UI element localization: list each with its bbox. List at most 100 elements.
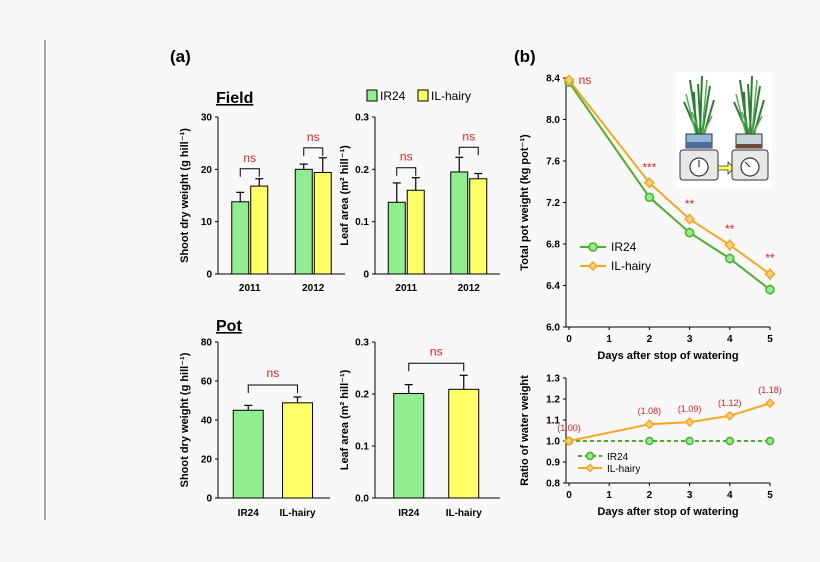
point-il-hairy bbox=[724, 239, 736, 251]
significance-label: ** bbox=[765, 251, 775, 265]
significance-bracket bbox=[396, 167, 417, 176]
y-tick-label: 1.2 bbox=[546, 395, 560, 406]
legend-label-ir24: IR24 bbox=[607, 452, 629, 463]
x-tick-label: 2 bbox=[647, 490, 653, 501]
point-il-hairy bbox=[684, 213, 696, 225]
x-tick-label: 3 bbox=[687, 490, 693, 501]
legend-marker-ilhairy bbox=[587, 260, 599, 272]
point-il-hairy bbox=[643, 177, 655, 189]
significance-label: ns bbox=[462, 129, 475, 143]
y-axis-label: Shoot dry weight (g hill⁻¹) bbox=[179, 128, 191, 263]
chart-field-leaf-area: 0 0.1 0.2 0.3 Leaf area (m² hill⁻¹) ns 2011 ns 2… bbox=[339, 113, 500, 294]
legend-marker-ir24 bbox=[588, 242, 598, 252]
legend-label-ir24: IR24 bbox=[611, 240, 637, 254]
point-il-hairy bbox=[644, 419, 655, 430]
y-tick-label: 6.0 bbox=[546, 323, 560, 334]
legend-label-il-hairy: IL-hairy bbox=[607, 464, 640, 475]
legend-ilhairy-label: IL-hairy bbox=[431, 89, 471, 103]
y-axis-label: Leaf area (m² hill⁻¹) bbox=[339, 369, 351, 470]
y-tick-label: 0.8 bbox=[546, 479, 560, 490]
legend-label-il-hairy: IL-hairy bbox=[611, 259, 651, 273]
y-tick-label: 0.1 bbox=[355, 217, 369, 228]
y-tick-label: 1.1 bbox=[546, 416, 560, 427]
point-il-hairy bbox=[764, 398, 776, 409]
x-tick-label: 2011 bbox=[239, 283, 261, 294]
y-tick-label: 80 bbox=[201, 338, 213, 349]
x-tick-label: 4 bbox=[727, 334, 733, 345]
x-tick-label: 5 bbox=[767, 334, 773, 345]
y-tick-label: 0.2 bbox=[355, 165, 369, 176]
y-tick-label: 6.4 bbox=[546, 281, 560, 292]
legend-field: IR24 IL-hairy bbox=[366, 89, 471, 103]
significance-bracket bbox=[247, 384, 299, 393]
legend-ilhairy-swatch bbox=[417, 89, 429, 102]
significance-label: ** bbox=[685, 197, 695, 211]
x-tick-label: 0 bbox=[566, 490, 572, 501]
chart-pot-shoot-weight: 0 20 40 60 80 Shoot dry weight (g hill⁻¹) IR24… bbox=[179, 338, 330, 519]
significance-label: ** bbox=[725, 222, 735, 236]
x-tick-label: 1 bbox=[606, 334, 612, 345]
y-axis-label: Ratio of water weight bbox=[519, 375, 531, 486]
y-tick-label: 0 bbox=[206, 494, 212, 505]
scale-icon bbox=[731, 149, 769, 181]
x-tick-label: 1 bbox=[606, 490, 612, 501]
x-tick-label: 2012 bbox=[458, 283, 481, 294]
bar-il-hairy bbox=[469, 178, 488, 275]
significance-bracket bbox=[408, 362, 465, 372]
legend-marker-ilhairy bbox=[585, 463, 595, 473]
point-il-hairy bbox=[684, 417, 695, 428]
point-il-hairy bbox=[764, 268, 776, 280]
legend-marker-ir24 bbox=[585, 451, 595, 461]
y-axis-label: Total pot weight (kg pot⁻¹) bbox=[519, 134, 531, 271]
point-ir24 bbox=[725, 253, 735, 264]
point-il-hairy bbox=[724, 410, 735, 421]
y-tick-label: 1.3 bbox=[546, 374, 560, 385]
chart-total-pot-weight: 6.0 6.4 6.8 7.2 7.6 8.0 8.4 Total pot weight (k… bbox=[519, 73, 776, 362]
y-tick-label: 0 bbox=[206, 270, 212, 281]
significance-label: *** bbox=[642, 161, 656, 175]
y-tick-label: 6.8 bbox=[546, 240, 560, 251]
point-ir24 bbox=[765, 284, 775, 295]
x-tick-label: 3 bbox=[687, 334, 693, 345]
significance-label: ns bbox=[267, 366, 280, 380]
x-tick-label: 2 bbox=[647, 334, 653, 345]
y-tick-label: 0.0 bbox=[355, 494, 369, 505]
y-tick-label: 0 bbox=[363, 270, 369, 281]
x-tick-label: IL-hairy bbox=[279, 508, 316, 519]
plant-pot-icon bbox=[683, 75, 715, 149]
pot-title: Pot bbox=[216, 318, 242, 335]
x-tick-label: 4 bbox=[727, 490, 733, 501]
ratio-label: (1.00) bbox=[557, 423, 581, 433]
legend-ir24-swatch bbox=[366, 89, 378, 102]
point-ir24 bbox=[725, 436, 735, 446]
ratio-label: (1.08) bbox=[638, 406, 662, 416]
y-tick-label: 20 bbox=[201, 455, 213, 466]
point-il-hairy bbox=[563, 435, 575, 447]
x-tick-label: 2011 bbox=[395, 283, 417, 294]
point-il-hairy bbox=[563, 74, 575, 86]
plant-scale-illustration bbox=[676, 72, 772, 188]
x-axis-label: Days after stop of watering bbox=[597, 350, 738, 362]
bar-il-hairy bbox=[282, 402, 314, 499]
x-tick-label: IR24 bbox=[398, 508, 420, 519]
bar-ir24 bbox=[232, 409, 264, 499]
y-tick-label: 20 bbox=[201, 165, 213, 176]
y-tick-label: 30 bbox=[201, 113, 213, 124]
significance-label: ns bbox=[243, 151, 256, 165]
x-tick-label: 2012 bbox=[302, 283, 325, 294]
y-tick-label: 7.6 bbox=[546, 157, 560, 168]
bar-il-hairy bbox=[448, 388, 480, 499]
y-tick-label: 8.0 bbox=[546, 115, 560, 126]
y-tick-label: 0.1 bbox=[355, 442, 369, 453]
bar-ir24 bbox=[294, 168, 313, 275]
bar-ir24 bbox=[231, 201, 250, 275]
y-tick-label: 0.9 bbox=[546, 458, 560, 469]
series-line-il-hairy bbox=[568, 402, 771, 442]
y-tick-label: 1.0 bbox=[546, 437, 560, 448]
legend-ir24-label: IR24 bbox=[380, 89, 406, 103]
point-ir24 bbox=[684, 227, 695, 238]
bar-il-hairy bbox=[313, 171, 332, 275]
chart-water-ratio: 0.8 0.9 1.0 1.1 1.2 1.3 Ratio of water weight 0… bbox=[519, 374, 782, 519]
chart-pot-leaf-area: 0.0 0.1 0.2 0.3 Leaf area (m² hill⁻¹) IR24 IL-… bbox=[339, 338, 500, 519]
